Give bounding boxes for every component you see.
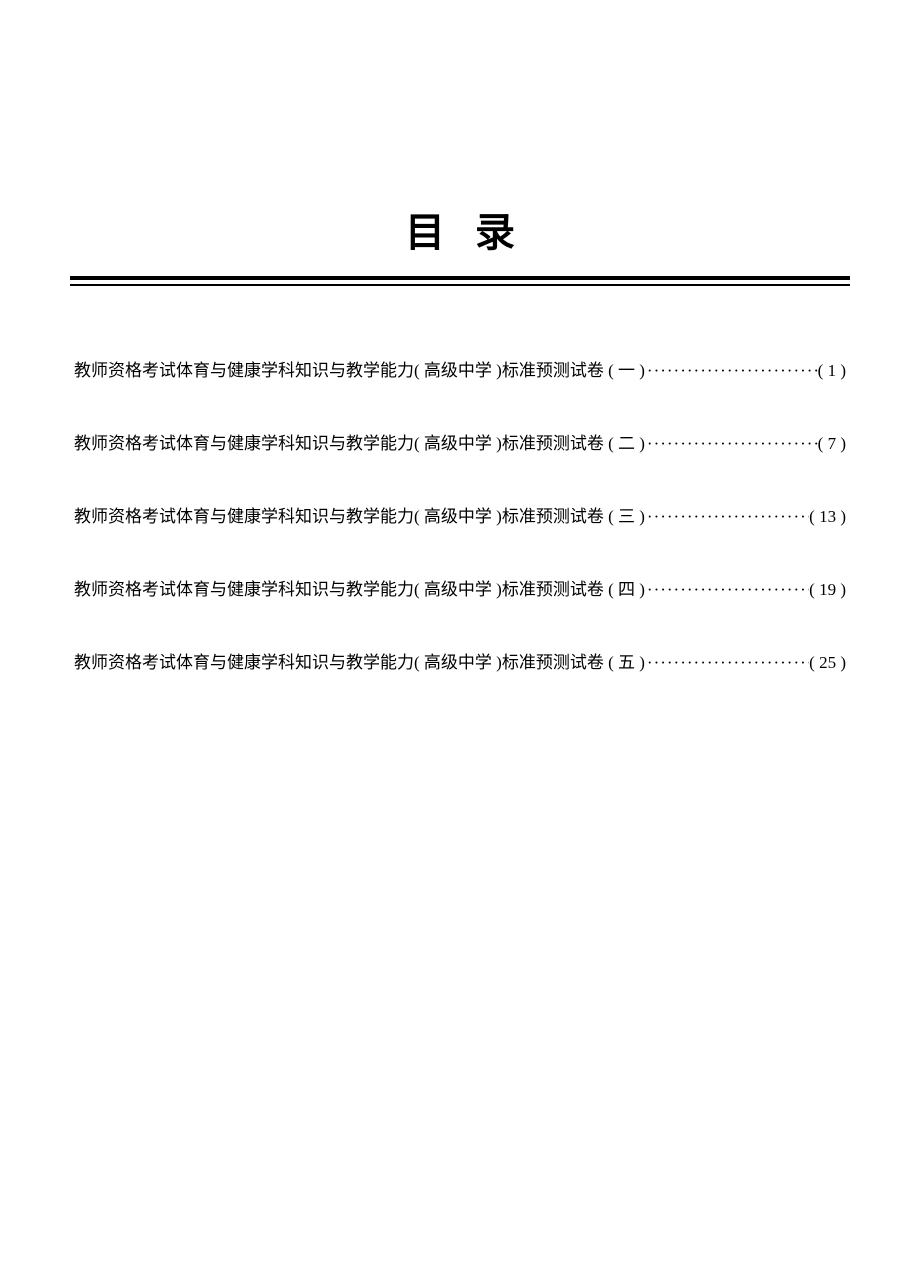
- toc-entry-text: 教师资格考试体育与健康学科知识与教学能力( 高级中学 )标准预测试卷 ( 一 ): [74, 356, 645, 381]
- page-title: 目录: [70, 200, 850, 258]
- toc-leader-dots: [645, 580, 809, 600]
- toc-entry-text: 教师资格考试体育与健康学科知识与教学能力( 高级中学 )标准预测试卷 ( 五 ): [74, 648, 645, 673]
- toc-leader-dots: [645, 507, 809, 527]
- toc-entry: 教师资格考试体育与健康学科知识与教学能力( 高级中学 )标准预测试卷 ( 一 )…: [74, 356, 846, 381]
- title-divider: [70, 276, 850, 286]
- toc-entry-text: 教师资格考试体育与健康学科知识与教学能力( 高级中学 )标准预测试卷 ( 二 ): [74, 429, 645, 454]
- toc-entry-page: ( 7 ): [818, 434, 846, 454]
- toc-list: 教师资格考试体育与健康学科知识与教学能力( 高级中学 )标准预测试卷 ( 一 )…: [70, 356, 850, 673]
- toc-leader-dots: [645, 434, 818, 454]
- toc-leader-dots: [645, 653, 809, 673]
- toc-entry-page: ( 19 ): [809, 580, 846, 600]
- toc-entry-page: ( 13 ): [809, 507, 846, 527]
- toc-entry-text: 教师资格考试体育与健康学科知识与教学能力( 高级中学 )标准预测试卷 ( 三 ): [74, 502, 645, 527]
- toc-entry: 教师资格考试体育与健康学科知识与教学能力( 高级中学 )标准预测试卷 ( 三 )…: [74, 502, 846, 527]
- toc-leader-dots: [645, 361, 818, 381]
- toc-entry: 教师资格考试体育与健康学科知识与教学能力( 高级中学 )标准预测试卷 ( 二 )…: [74, 429, 846, 454]
- toc-entry: 教师资格考试体育与健康学科知识与教学能力( 高级中学 )标准预测试卷 ( 五 )…: [74, 648, 846, 673]
- toc-entry-page: ( 1 ): [818, 361, 846, 381]
- toc-entry-page: ( 25 ): [809, 653, 846, 673]
- toc-entry-text: 教师资格考试体育与健康学科知识与教学能力( 高级中学 )标准预测试卷 ( 四 ): [74, 575, 645, 600]
- document-page: 目录 教师资格考试体育与健康学科知识与教学能力( 高级中学 )标准预测试卷 ( …: [0, 0, 920, 781]
- toc-entry: 教师资格考试体育与健康学科知识与教学能力( 高级中学 )标准预测试卷 ( 四 )…: [74, 575, 846, 600]
